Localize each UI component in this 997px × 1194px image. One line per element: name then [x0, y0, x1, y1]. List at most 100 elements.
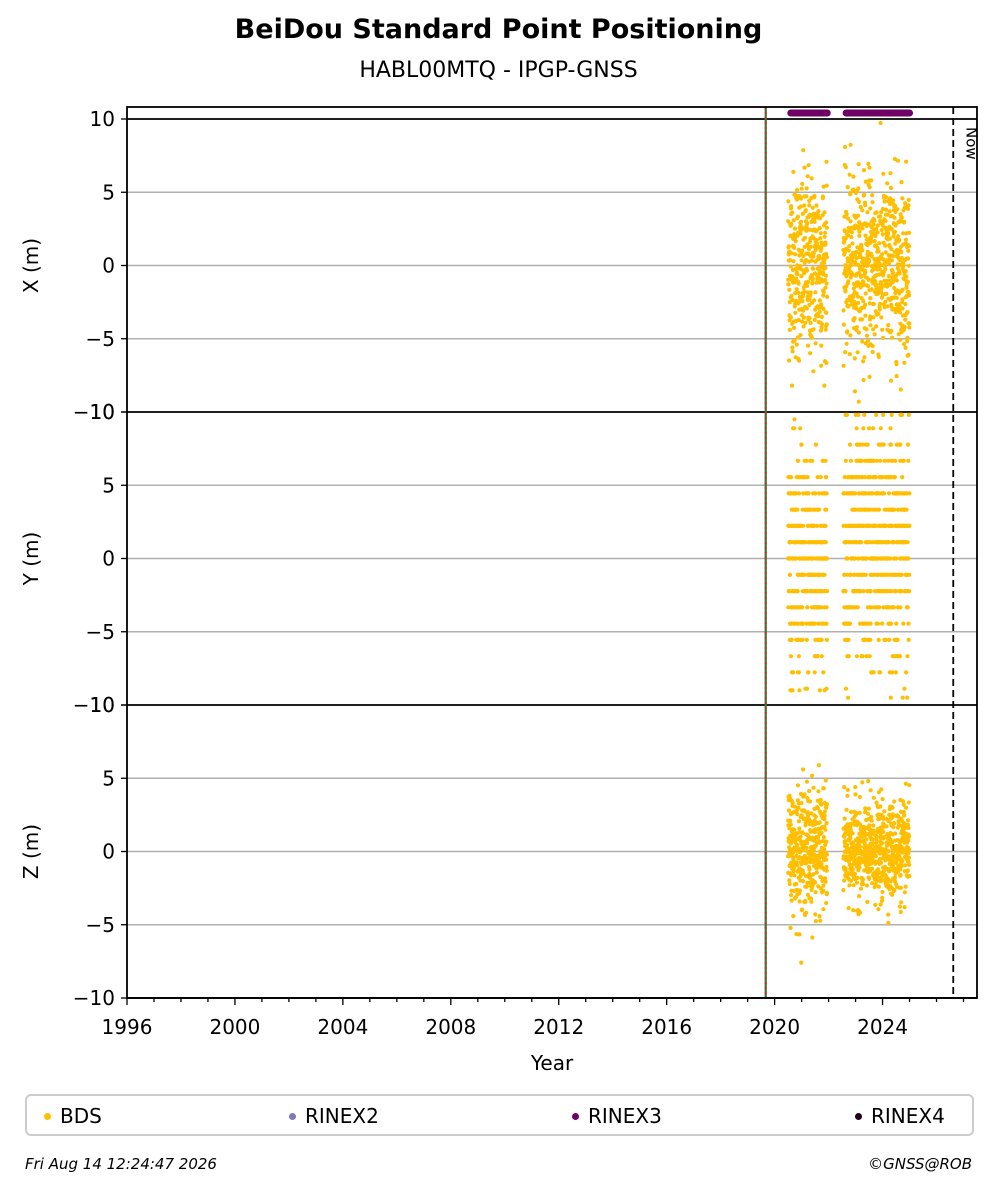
bds-point — [897, 850, 902, 855]
bds-point — [869, 287, 874, 292]
bds-point — [884, 195, 889, 200]
bds-point — [907, 491, 912, 496]
legend-label-rinex4: RINEX4 — [871, 1104, 945, 1128]
bds-point — [884, 840, 890, 845]
bds-point — [815, 475, 820, 480]
bds-point — [789, 888, 794, 893]
bds-point — [880, 841, 885, 846]
bds-point — [805, 290, 810, 295]
bds-point — [890, 670, 895, 675]
bds-point — [861, 589, 866, 594]
bds-point — [824, 360, 829, 366]
bds-point — [891, 253, 896, 259]
bds-point — [867, 876, 872, 882]
bds-point — [790, 349, 795, 354]
bds-point — [806, 279, 811, 284]
bds-point — [806, 491, 811, 496]
bds-point — [798, 850, 803, 855]
bds-point — [811, 254, 816, 259]
bds-point — [852, 389, 858, 394]
bds-point — [824, 637, 830, 643]
bds-point — [892, 229, 898, 234]
bds-point — [798, 196, 804, 201]
bds-point — [860, 654, 865, 659]
bds-point — [842, 229, 848, 234]
bds-point — [816, 835, 821, 840]
bds-point — [888, 695, 893, 700]
bds-point — [794, 556, 799, 561]
bds-point — [824, 183, 829, 188]
bds-point — [904, 507, 909, 512]
bds-point — [843, 236, 848, 241]
bds-point — [824, 310, 829, 315]
bds-point — [801, 870, 806, 876]
bds-point — [810, 458, 815, 463]
bds-point — [888, 879, 893, 884]
bds-point — [861, 168, 867, 173]
bds-point — [854, 654, 860, 659]
bds-point — [796, 670, 801, 675]
bds-point — [788, 264, 793, 269]
bds-point — [807, 203, 812, 208]
bds-point — [885, 181, 890, 186]
bds-point — [903, 201, 908, 206]
bds-point — [808, 320, 813, 326]
bds-point — [796, 654, 802, 659]
chart-title: BeiDou Standard Point Positioning — [234, 14, 763, 45]
bds-point — [809, 258, 814, 263]
bds-point — [804, 910, 809, 915]
bds-point — [869, 253, 874, 259]
bds-point — [816, 313, 821, 318]
bds-point — [900, 859, 905, 864]
bds-point — [800, 830, 805, 836]
bds-point — [860, 442, 865, 447]
bds-point — [787, 358, 792, 363]
bds-point — [824, 475, 829, 480]
bds-point — [873, 309, 878, 314]
bds-point — [819, 830, 824, 836]
bds-point — [892, 799, 897, 804]
bds-point — [906, 556, 911, 561]
bds-point — [886, 261, 892, 266]
bds-point — [863, 270, 868, 275]
bds-point — [811, 266, 816, 271]
bds-point — [857, 810, 862, 815]
bds-point — [791, 325, 797, 330]
bds-point — [906, 352, 911, 357]
bds-point — [814, 280, 819, 285]
bds-point — [864, 837, 869, 842]
bds-point — [902, 219, 907, 224]
bds-point — [825, 589, 830, 594]
bds-point — [864, 333, 870, 338]
bds-point — [799, 274, 804, 279]
bds-point — [817, 839, 822, 844]
bds-point — [866, 259, 872, 264]
bds-point — [852, 871, 858, 876]
bds-point — [877, 816, 882, 821]
bds-point — [788, 818, 793, 824]
bds-point — [868, 637, 873, 643]
bds-point — [903, 781, 908, 786]
bds-point — [867, 475, 873, 480]
bds-point — [810, 276, 816, 281]
bds-point — [880, 895, 885, 900]
bds-point — [856, 186, 861, 191]
bds-point — [844, 807, 849, 812]
bds-point — [863, 291, 868, 296]
bds-point — [882, 809, 887, 814]
bds-point — [822, 809, 828, 814]
bds-point — [803, 208, 808, 213]
bds-point — [809, 273, 815, 278]
bds-point — [861, 377, 866, 383]
bds-point — [869, 178, 874, 183]
bds-point — [887, 637, 892, 643]
bds-point — [809, 811, 814, 816]
bds-point — [893, 458, 898, 463]
bds-point — [787, 826, 792, 831]
bds-point — [854, 291, 859, 296]
bds-point — [798, 333, 803, 338]
bds-point — [821, 786, 826, 791]
bds-point — [870, 837, 875, 842]
bds-point — [854, 812, 859, 817]
bds-point — [879, 282, 884, 287]
